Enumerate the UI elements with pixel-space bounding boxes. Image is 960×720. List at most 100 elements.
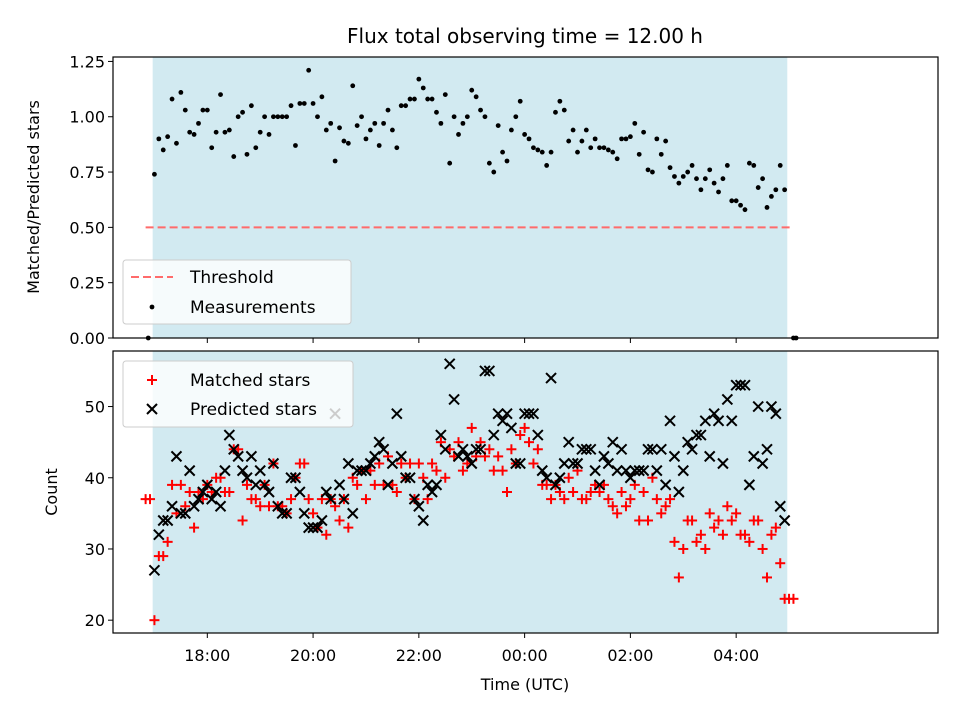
predicted-star-point [615,443,628,455]
measurement-point [663,138,669,144]
matched-star-point [700,543,711,554]
matched-star-point [775,558,786,569]
matched-star-point [149,615,160,626]
measurement-point [782,187,788,193]
measurement-point [619,136,624,142]
top-y-axis-label: Matched/Predicted stars [24,100,43,294]
predicted-star-point [417,514,429,527]
predicted-star-point [294,486,306,498]
measurement-point [539,149,545,155]
predicted-star-point [289,472,302,484]
matched-star-point [343,522,354,533]
legend-box [122,259,352,325]
predicted-star-point [325,493,337,505]
measurement-point [469,87,475,93]
measurement-point [716,189,721,195]
measurement-point [724,163,730,168]
measurement-point [381,120,386,126]
measurement-point [583,127,589,133]
predicted-star-point [717,457,729,470]
measurement-point [407,96,413,102]
predicted-star-point [527,407,540,420]
matched-star-point [757,543,768,554]
matched-star-point [568,487,579,497]
predicted-star-point [602,457,615,470]
matched-star-point [396,458,407,469]
measurement-point [293,143,298,148]
measurement-point [226,127,232,133]
matched-star-point [678,543,689,554]
measurement-point [720,176,726,182]
measurement-point [517,98,523,104]
matched-star-point [162,536,173,547]
measurement-point [394,145,400,151]
matched-star-point [158,551,169,562]
bottom-y-axis-label: Count [42,468,61,516]
measurement-point [685,169,691,175]
measurement-point [191,132,197,137]
predicted-star-point [439,443,451,455]
predicted-star-point [699,415,712,427]
axes-frame [112,350,939,634]
matched-star-point [762,572,773,583]
measurement-point [667,165,673,171]
matched-star-point [709,522,720,533]
predicted-star-point [351,464,363,477]
measurement-point [742,207,748,213]
predicted-star-point [153,529,165,541]
predicted-star-point [342,457,355,470]
measurement-point [561,107,567,113]
predicted-star-point [241,472,253,484]
chart-title: Flux total observing time = 12.00 h [347,24,703,48]
predicted-star-point [360,464,372,477]
predicted-star-point [369,450,381,463]
matched-star-point [264,501,275,512]
predicted-star-point [501,407,513,420]
measurement-point [641,129,647,135]
predicted-star-point [540,472,553,484]
predicted-star-point [695,429,707,441]
matched-star-point [515,430,526,441]
matched-star-point [634,515,645,526]
matched-star-point [691,536,702,547]
measurement-point [456,132,461,137]
matched-star-point [286,494,297,505]
measurement-point [650,169,655,175]
predicted-star-point [399,472,412,484]
matched-star-point [440,472,451,483]
predicted-star-point [734,379,747,391]
predicted-star-point [280,507,293,520]
plot-area [140,358,799,626]
measurement-point [218,92,223,98]
predicted-star-point [748,450,760,463]
y-tick-label: 0.50 [69,218,105,237]
predicted-star-point [726,415,738,427]
matched-star-point [497,465,508,476]
predicted-star-point [206,493,218,505]
measurement-point [416,76,422,82]
measurement-point [244,151,250,157]
predicted-star-point [496,415,509,427]
predicted-star-point [258,479,271,491]
measurement-point [702,176,708,182]
measurement-point [535,147,541,153]
matched-star-point [717,529,728,540]
predicted-star-point [474,443,487,455]
predicted-star-point [232,450,244,463]
measurement-point [288,103,294,109]
top-panel: 0.00 0.25 0.50 0.75 1.00 1.25 Threshold Measure… [69,52,939,348]
predicted-star-point [677,464,689,477]
measurement-point [438,120,444,126]
measurement-point [513,114,519,120]
predicted-star-point [413,500,425,512]
measurement-point [764,205,770,210]
predicted-star-point [448,393,460,406]
matched-star-point [581,494,592,505]
measurement-point [566,138,572,144]
measurement-point [354,123,360,128]
matched-star-point [528,458,539,469]
predicted-star-point [571,457,584,470]
measurement-point [504,158,510,164]
measurement-point [460,120,466,126]
predicted-star-point [201,479,214,491]
